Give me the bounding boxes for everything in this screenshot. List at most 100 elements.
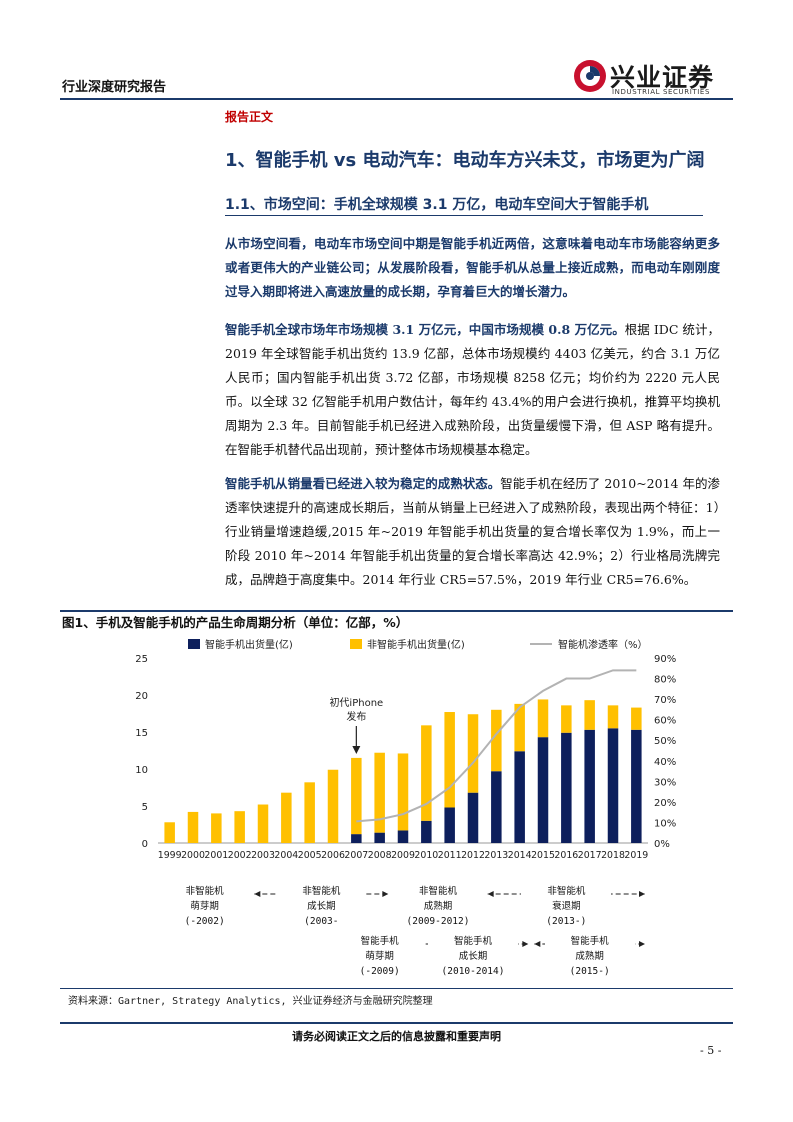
bar-non-smartphone <box>397 753 409 831</box>
x-tick-label: 2000 <box>181 850 205 861</box>
summary-paragraph: 从市场空间看，电动车市场空间中期是智能手机近两倍，这意味着电动车市场能容纳更多或… <box>225 236 720 299</box>
heading-2: 1.1、市场空间：手机全球规模 3.1 万亿，电动车空间大于智能手机 <box>225 197 649 213</box>
y-right-tick-label: 60% <box>654 716 676 727</box>
y-right-tick-label: 90% <box>654 654 676 665</box>
bar-non-smartphone <box>281 792 292 843</box>
bar-smartphone <box>607 728 619 843</box>
y-left-tick-label: 10 <box>135 765 148 776</box>
report-type: 行业深度研究报告 <box>62 80 167 95</box>
paragraph-lead: 智能手机从销量看已经进入较为稳定的成熟状态。 <box>225 476 501 491</box>
legend-swatch <box>350 639 362 649</box>
x-tick-label: 2015 <box>531 850 555 861</box>
bar-smartphone <box>491 771 502 843</box>
figure-title: 图1、手机及智能手机的产品生命周期分析（单位：亿部，%） <box>62 615 409 630</box>
stage-label-line: 非智能机 <box>547 886 586 897</box>
annotation-label: 发布 <box>346 710 366 723</box>
bar-non-smartphone <box>234 811 245 843</box>
x-tick-label: 2012 <box>461 850 485 861</box>
bar-smartphone <box>631 729 642 843</box>
paragraph-market-size: 智能手机全球市场年市场规模 3.1 万亿元，中国市场规模 0.8 万亿元。根据 … <box>225 318 720 462</box>
bar-non-smartphone <box>607 705 619 729</box>
bar-smartphone <box>444 807 455 843</box>
logo-subtitle: INDUSTRIAL SECURITIES <box>612 88 710 96</box>
bar-smartphone <box>514 751 525 843</box>
stage-label-line: 非智能机 <box>418 886 457 897</box>
legend-label: 非智能手机出货量(亿) <box>367 638 465 651</box>
bar-non-smartphone <box>327 769 339 843</box>
heading-2-underline <box>225 215 703 216</box>
x-tick-label: 2001 <box>204 850 228 861</box>
figure-top-rule <box>60 610 733 612</box>
footer-divider <box>60 1022 733 1024</box>
stage-label-nonsmart-3: 非智能机 衰退期 (2013-) <box>521 884 612 929</box>
y-right-tick-label: 80% <box>654 675 676 686</box>
stage-arrowhead-right <box>639 891 645 897</box>
bar-smartphone <box>467 792 479 843</box>
x-tick-label: 2008 <box>368 850 392 861</box>
stage-label-line: (2009-2012) <box>406 916 470 927</box>
stage-arrowhead-right <box>522 941 529 947</box>
stage-label-line: (-2002) <box>184 916 225 927</box>
stage-label-nonsmart-1: 非智能机 成长期 (2003- <box>276 884 367 929</box>
heading-1: 1、智能手机 vs 电动汽车：电动车方兴未艾，市场更为广阔 <box>225 150 705 171</box>
y-right-tick-label: 70% <box>654 695 676 706</box>
y-right-tick-label: 50% <box>654 736 676 747</box>
annotation-label: 初代iPhone <box>329 696 383 709</box>
stage-label-nonsmart-0: 非智能机 萌芽期 (-2002) <box>159 884 250 929</box>
x-tick-label: 1999 <box>158 850 182 861</box>
stage-label-line: (-2009) <box>359 966 400 977</box>
stage-label-line: 智能手机 <box>453 936 492 947</box>
paragraph-body: 智能手机在经历了 2010~2014 年的渗透率快速提升的高速成长期后，当前从销… <box>225 476 720 587</box>
stage-arrowhead-right <box>382 891 389 897</box>
disclaimer-footer: 请务必阅读正文之后的信息披露和重要声明 <box>292 1030 501 1043</box>
bar-non-smartphone <box>257 804 269 843</box>
bar-smartphone <box>397 830 409 843</box>
stage-label-smart-0: 智能手机 萌芽期 (-2009) <box>334 934 425 979</box>
bar-non-smartphone <box>374 752 385 833</box>
legend-label: 智能手机出货量(亿) <box>205 638 293 651</box>
stage-label-line: 非智能机 <box>302 886 341 897</box>
y-left-tick-label: 25 <box>135 654 148 665</box>
logo-emblem-icon <box>574 60 606 92</box>
bar-non-smartphone <box>164 822 175 843</box>
x-tick-label: 2019 <box>624 850 648 861</box>
x-tick-label: 2009 <box>391 850 415 861</box>
bar-non-smartphone <box>187 811 199 843</box>
x-tick-label: 2004 <box>274 850 298 861</box>
stage-label-line: 非智能机 <box>185 886 224 897</box>
penetration-line <box>356 669 637 823</box>
company-logo: 兴业证券 INDUSTRIAL SECURITIES <box>572 58 732 98</box>
stage-label-smart-2: 智能手机 成熟期 (2015-) <box>544 934 635 979</box>
x-tick-label: 2014 <box>508 850 532 861</box>
stage-label-line: (2010-2014) <box>441 966 505 977</box>
stage-arrowhead-left <box>487 891 494 897</box>
y-right-tick-label: 30% <box>654 777 676 788</box>
x-tick-label: 2005 <box>298 850 322 861</box>
bar-non-smartphone <box>561 705 572 733</box>
bar-non-smartphone <box>444 712 455 808</box>
stage-label-line: 衰退期 <box>552 901 581 912</box>
legend-swatch <box>188 639 200 649</box>
bar-non-smartphone <box>421 725 432 821</box>
bar-smartphone <box>351 834 362 843</box>
x-tick-label: 2003 <box>251 850 275 861</box>
figure-source: 资料来源：Gartner, Strategy Analytics, 兴业证券经济… <box>68 996 433 1007</box>
y-right-tick-label: 10% <box>654 818 676 829</box>
stage-label-line: 成长期 <box>307 901 336 912</box>
x-tick-label: 2011 <box>438 850 462 861</box>
stage-label-line: 萌芽期 <box>365 951 394 962</box>
bar-smartphone <box>421 820 432 843</box>
x-tick-label: 2002 <box>228 850 252 861</box>
y-left-tick-label: 5 <box>142 802 148 813</box>
x-tick-label: 2018 <box>601 850 625 861</box>
y-left-tick-label: 15 <box>135 728 148 739</box>
bar-non-smartphone <box>514 703 525 752</box>
stage-label-line: 成长期 <box>458 951 488 962</box>
y-right-tick-label: 0% <box>654 839 670 850</box>
y-left-tick-label: 20 <box>135 691 148 702</box>
stage-label-line: 成熟期 <box>575 951 604 962</box>
paragraph-maturity: 智能手机从销量看已经进入较为稳定的成熟状态。智能手机在经历了 2010~2014… <box>225 472 720 592</box>
bar-smartphone <box>561 732 572 843</box>
bar-non-smartphone <box>537 699 549 738</box>
x-tick-label: 2007 <box>344 850 368 861</box>
